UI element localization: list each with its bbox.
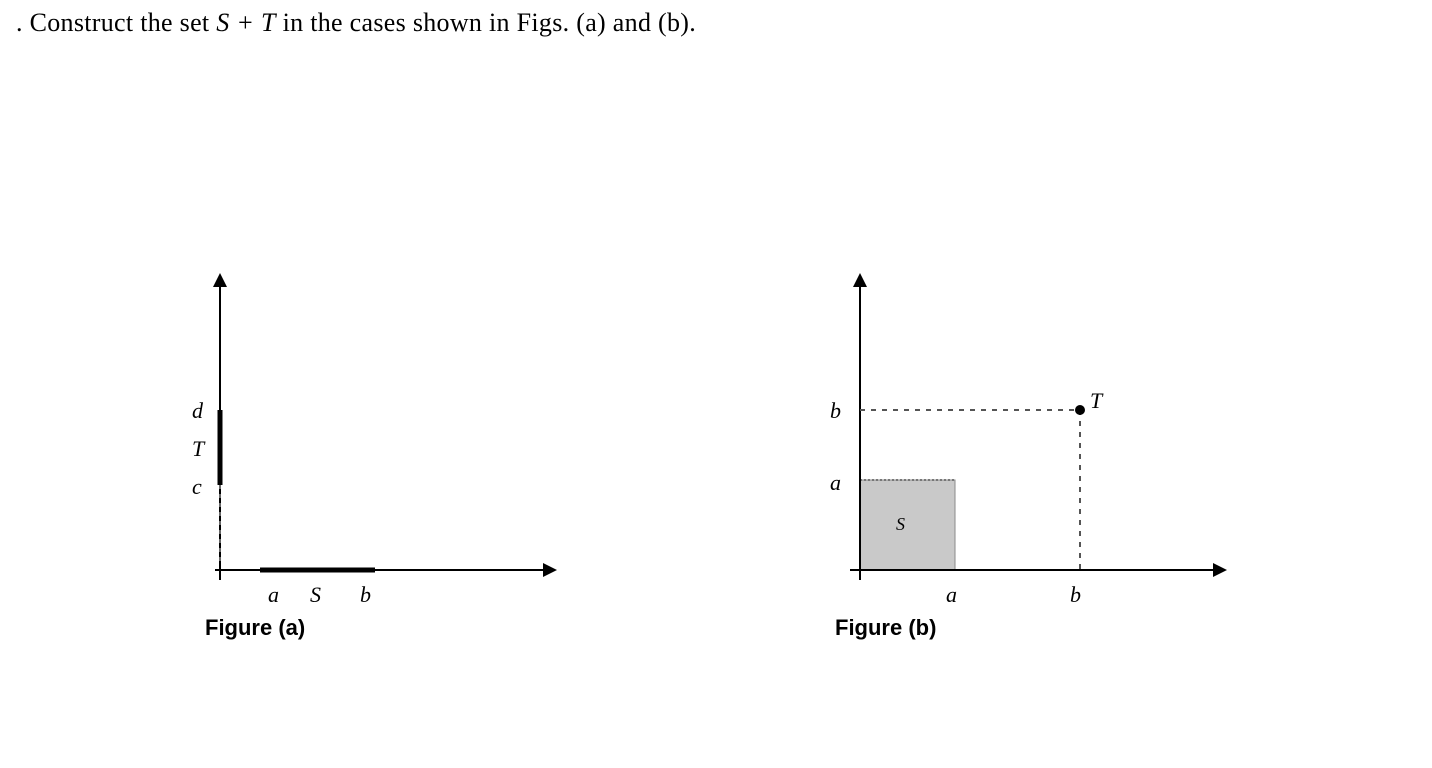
fig-a-label-S: S xyxy=(310,582,321,608)
figures-row: d T c a S b Figure (a) xyxy=(150,270,1282,670)
fig-a-label-c: c xyxy=(192,474,202,500)
figure-b-svg xyxy=(790,270,1230,620)
fig-b-label-b-x: b xyxy=(1070,582,1081,608)
fig-b-label-a-x: a xyxy=(946,582,957,608)
fig-b-square-S xyxy=(860,480,955,570)
page: . Construct the set S + T in the cases s… xyxy=(0,0,1432,768)
fig-b-label-b-y: b xyxy=(830,398,841,424)
question-expr: S + T xyxy=(216,8,276,37)
fig-b-point-T xyxy=(1075,405,1085,415)
question-text: . Construct the set S + T in the cases s… xyxy=(16,8,696,38)
figure-b: b a S T a b Figure (b) xyxy=(790,270,1210,650)
fig-a-label-T: T xyxy=(192,436,204,462)
question-suffix: in the cases shown in Figs. (a) and (b). xyxy=(276,8,696,37)
question-prefix: . Construct the set xyxy=(16,8,216,37)
figure-a-svg xyxy=(150,270,570,620)
fig-a-label-d: d xyxy=(192,398,203,424)
fig-a-label-b: b xyxy=(360,582,371,608)
fig-a-label-a: a xyxy=(268,582,279,608)
figure-a: d T c a S b Figure (a) xyxy=(150,270,570,650)
fig-b-label-a-y: a xyxy=(830,470,841,496)
fig-b-label-T: T xyxy=(1090,388,1102,414)
fig-b-caption: Figure (b) xyxy=(835,615,936,641)
fig-a-caption: Figure (a) xyxy=(205,615,305,641)
fig-b-label-S-inside: S xyxy=(896,514,905,535)
